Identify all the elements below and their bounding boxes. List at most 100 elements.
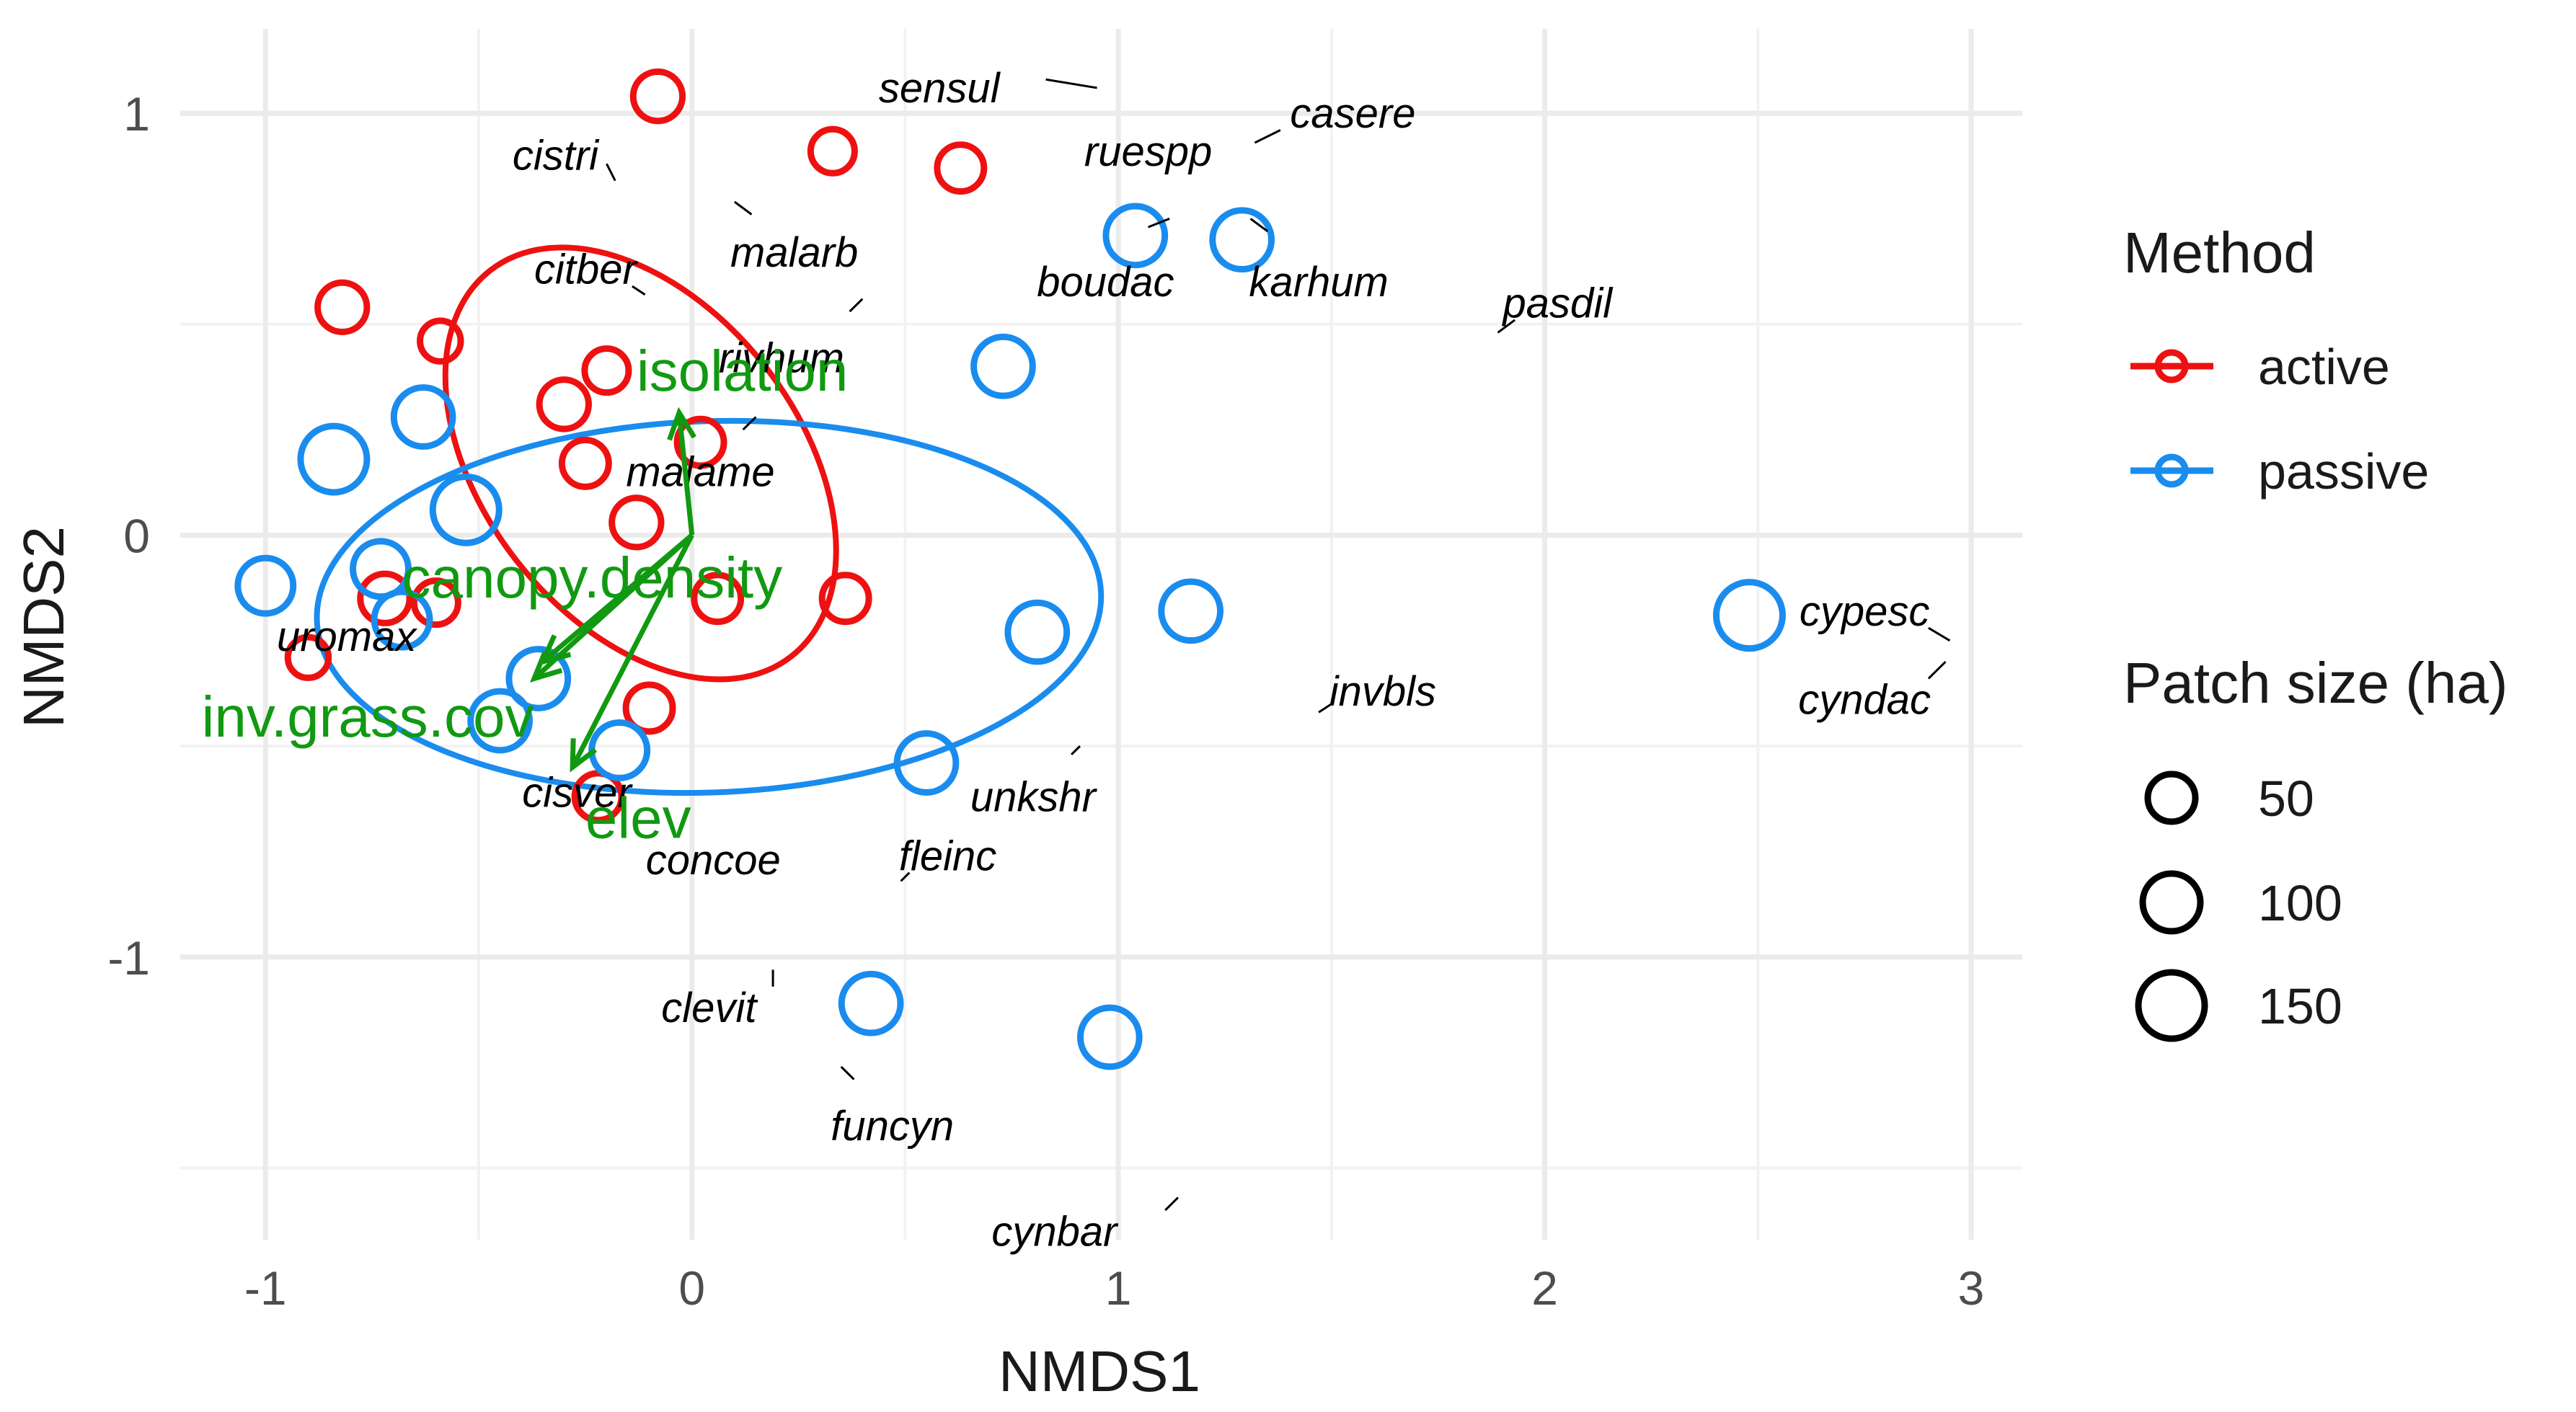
- legend-passive-label: passive: [2258, 443, 2429, 499]
- legend-size-100-marker: [2139, 870, 2204, 935]
- species-label-malarb: malarb: [730, 229, 858, 276]
- point-passive: [1076, 1004, 1143, 1070]
- species-label-pasdil: pasdil: [1502, 280, 1614, 327]
- y-tick-label: 0: [123, 509, 150, 562]
- species-label-clevit: clevit: [661, 985, 758, 1031]
- x-tick-label: 3: [1958, 1261, 1985, 1315]
- species-label-uromax: uromax: [277, 613, 417, 660]
- point-active: [536, 376, 592, 432]
- point-active: [558, 436, 612, 490]
- species-leader-unkshr: [1071, 745, 1081, 755]
- x-axis-title: NMDS1: [999, 1339, 1200, 1403]
- species-leader-invbls: [1318, 703, 1332, 714]
- point-active: [571, 770, 625, 824]
- legend-passive-marker: [2154, 453, 2189, 488]
- species-label-karhum: karhum: [1249, 259, 1388, 306]
- point-passive: [1209, 207, 1275, 273]
- point-passive: [350, 538, 412, 600]
- point-passive: [429, 473, 503, 546]
- point-active: [357, 570, 413, 626]
- point-passive: [970, 333, 1036, 399]
- x-tick-label: 1: [1105, 1261, 1132, 1315]
- point-active: [691, 572, 745, 626]
- species-label-fleinc: fleinc: [899, 832, 996, 879]
- species-leader-karhum: [1249, 218, 1269, 233]
- point-passive: [234, 554, 297, 617]
- x-tick-label: -1: [244, 1261, 287, 1315]
- legend-item-active: active: [2130, 339, 2390, 395]
- point-passive: [838, 970, 904, 1036]
- legend-size-50-marker: [2144, 771, 2199, 825]
- legend-active-label: active: [2258, 339, 2390, 395]
- point-active: [410, 577, 461, 629]
- species-label-boudac: boudac: [1037, 259, 1174, 306]
- species-labels: sensul casere cistri ruespp malarb boudac karh…: [277, 65, 1951, 1255]
- species-label-rivhum: rivhum: [719, 335, 844, 382]
- species-label-unkshr: unkshr: [970, 773, 1098, 820]
- point-active: [284, 634, 332, 681]
- legend-size-100: 100: [2139, 870, 2342, 935]
- vector-label-isolation: isolation: [637, 339, 849, 403]
- y-tick-label: 1: [123, 87, 150, 141]
- point-active: [608, 494, 665, 551]
- point-passive: [893, 730, 960, 796]
- species-leader-cypesc: [1928, 626, 1951, 642]
- species-leader-rivhum: [849, 298, 864, 313]
- legend-method-title: Method: [2123, 221, 2316, 285]
- species-leader-citber: [632, 285, 646, 296]
- point-active: [581, 345, 632, 396]
- species-leader-sensul: [1045, 78, 1097, 89]
- species-label-invbls: invbls: [1329, 668, 1436, 715]
- point-active: [807, 125, 858, 177]
- point-active: [934, 141, 988, 195]
- vector-line-inv.grass.cov: [532, 533, 694, 681]
- environmental-vectors: isolation canopy.density inv.grass.cov elev: [202, 339, 849, 850]
- point-passive: [505, 646, 572, 711]
- site-points: [234, 68, 1786, 1070]
- ellipse-active: [442, 244, 839, 683]
- point-passive: [1712, 579, 1786, 652]
- point-active: [818, 572, 872, 626]
- point-active: [417, 317, 464, 365]
- y-tick-label: -1: [107, 931, 150, 985]
- vector-label-inv.grass.cov: inv.grass.cov: [202, 685, 534, 749]
- point-active: [673, 415, 727, 469]
- species-label-cisver: cisver: [522, 770, 633, 817]
- point-active: [622, 681, 676, 735]
- point-passive: [1158, 578, 1224, 644]
- species-leader-cynbar: [1164, 1196, 1179, 1212]
- vector-head-elev: [570, 738, 598, 773]
- vector-line-elev: [570, 533, 694, 768]
- species-leader-cyndac: [1927, 660, 1947, 680]
- legend-size-50: 50: [2144, 771, 2314, 827]
- species-label-cistri: cistri: [513, 133, 600, 179]
- legend-size-50-label: 50: [2258, 771, 2314, 827]
- point-passive: [371, 588, 433, 651]
- vector-line-isolation: [676, 412, 695, 536]
- species-leader-funcyn: [840, 1065, 855, 1080]
- legend: Method active passive Patch size (ha) 50…: [2123, 221, 2508, 1042]
- legend-size-150-label: 150: [2258, 978, 2342, 1034]
- vector-label-canopy.density: canopy.density: [402, 546, 783, 610]
- vector-head-isolation: [667, 407, 696, 441]
- species-leader-boudac: [1148, 218, 1170, 228]
- species-label-sensul: sensul: [879, 65, 1001, 112]
- legend-item-passive: passive: [2130, 443, 2429, 499]
- point-active: [314, 279, 371, 336]
- vector-head-inv.grass.cov: [529, 651, 563, 683]
- point-passive: [390, 384, 456, 450]
- species-label-cypesc: cypesc: [1800, 588, 1930, 635]
- legend-size-150-marker: [2135, 969, 2208, 1042]
- species-leader-pasdil: [1497, 319, 1516, 334]
- legend-size-150: 150: [2135, 969, 2342, 1042]
- gridlines: [180, 29, 2022, 1240]
- axis-ticks: -1 0 1 2 3 -1 0 1: [107, 87, 1984, 1315]
- species-label-cynbar: cynbar: [991, 1208, 1119, 1255]
- species-leader-fleinc: [900, 871, 911, 882]
- x-tick-label: 2: [1531, 1261, 1558, 1315]
- species-label-concoe: concoe: [646, 837, 781, 884]
- species-leader-malarb: [733, 200, 753, 216]
- species-label-malame: malame: [626, 449, 774, 496]
- species-leader-malame: [742, 416, 757, 431]
- species-label-ruespp: ruespp: [1084, 128, 1212, 175]
